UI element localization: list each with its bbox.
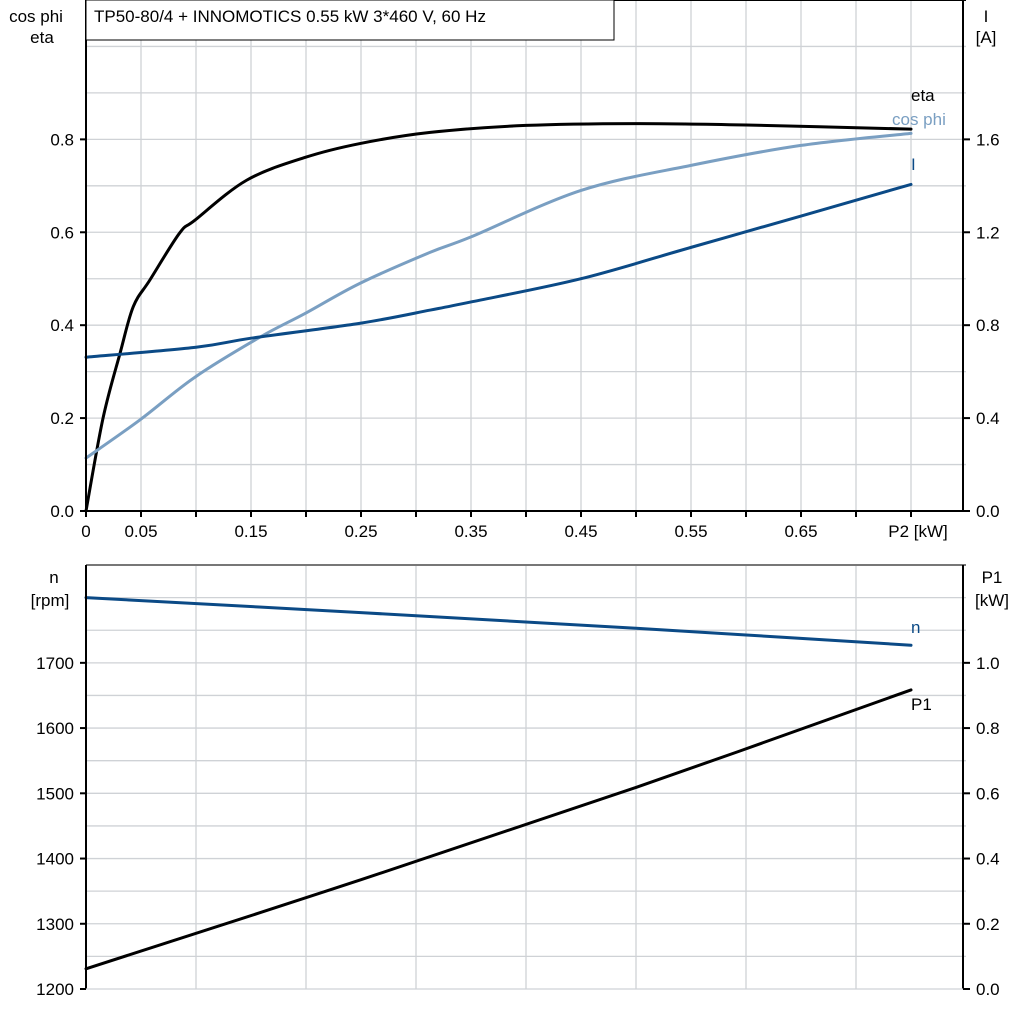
bottom-left-axis-label-1: n [49, 568, 58, 587]
x-tick-label: 0.15 [234, 522, 267, 541]
y-tick-label-left: 0.6 [50, 223, 74, 242]
curves [84, 122, 913, 971]
series-label-i: I [911, 155, 916, 174]
y-tick-label-right: 1.2 [976, 223, 1000, 242]
series-label-cos-phi: cos phi [892, 110, 946, 129]
y-tick-label-left: 0.0 [50, 502, 74, 521]
bottom-left-axis-label-2: [rpm] [31, 591, 70, 610]
y-tick-label-right: 0.0 [976, 980, 1000, 999]
series-label-eta: eta [911, 86, 935, 105]
bottom-right-axis-label-2: [kW] [975, 591, 1009, 610]
y-tick-label-left: 1600 [36, 719, 74, 738]
x-tick-label: 0.25 [344, 522, 377, 541]
x-tick-label: 0.65 [784, 522, 817, 541]
axes: 0.0 0.2 0.4 0.6 0.8 0.0 0.4 0.8 1.2 1.6 0 0.05 0.15 0… [36, 0, 1000, 999]
y-tick-label-right: 0.0 [976, 502, 1000, 521]
y-tick-label-left: 0.4 [50, 316, 74, 335]
series-line-i [84, 182, 913, 359]
x-tick-label: 0 [81, 522, 90, 541]
y-tick-label-right: 1.6 [976, 130, 1000, 149]
y-tick-label-right: 0.8 [976, 719, 1000, 738]
y-tick-label-left: 1500 [36, 784, 74, 803]
y-tick-label-left: 1700 [36, 654, 74, 673]
y-tick-label-right: 0.2 [976, 915, 1000, 934]
y-tick-label-left: 0.2 [50, 409, 74, 428]
top-left-axis-label-2: eta [30, 28, 54, 47]
y-tick-label-right: 1.0 [976, 654, 1000, 673]
x-tick-label: 0.05 [124, 522, 157, 541]
y-tick-label-left: 1300 [36, 915, 74, 934]
y-tick-label-right: 0.6 [976, 784, 1000, 803]
top-right-axis-label-2: [A] [976, 28, 997, 47]
y-tick-label-right: 0.4 [976, 850, 1000, 869]
top-right-axis-label-1: I [984, 7, 989, 26]
title-box [85, 0, 615, 41]
top-grid [86, 0, 966, 511]
bottom-right-axis-label-1: P1 [982, 568, 1003, 587]
series-label-p1: P1 [911, 695, 932, 714]
y-tick-label-right: 0.4 [976, 409, 1000, 428]
x-tick-label: 0.45 [564, 522, 597, 541]
series-line-cos-phi [84, 131, 913, 460]
chart-title: TP50-80/4 + INNOMOTICS 0.55 kW 3*460 V, … [94, 7, 486, 26]
series-line-p1 [84, 688, 913, 971]
y-tick-label-left: 1200 [36, 980, 74, 999]
x-tick-label: 0.35 [454, 522, 487, 541]
series-label-n: n [911, 618, 920, 637]
y-tick-label-left: 0.8 [50, 130, 74, 149]
y-tick-label-left: 1400 [36, 850, 74, 869]
x-axis-label: P2 [kW] [888, 522, 948, 541]
series-line-eta [84, 122, 913, 513]
y-tick-label-right: 0.8 [976, 316, 1000, 335]
top-left-axis-label-1: cos phi [9, 7, 63, 26]
x-tick-label: 0.55 [674, 522, 707, 541]
series-line-n [84, 596, 913, 647]
